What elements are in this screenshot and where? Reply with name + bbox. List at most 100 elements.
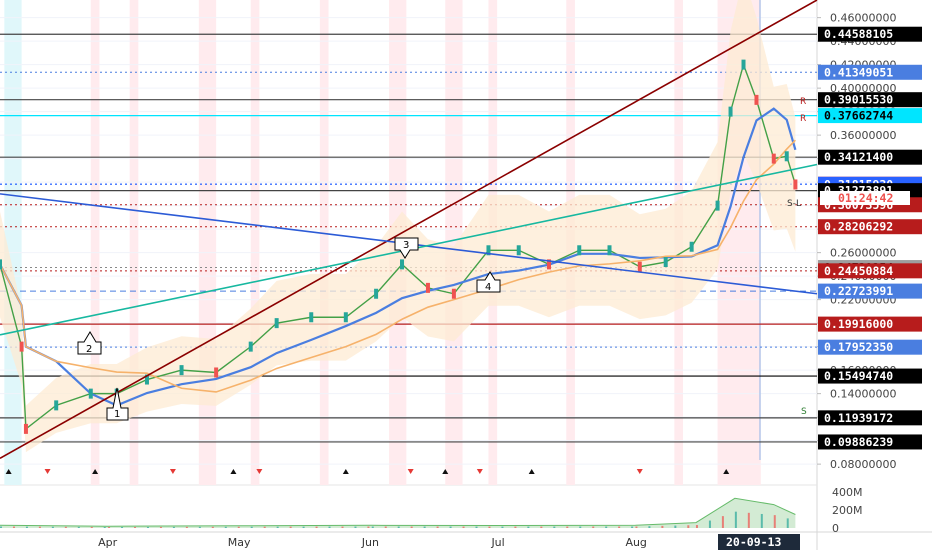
signal-arrow: [407, 469, 414, 474]
candle: [23, 423, 28, 434]
volume-bar: [276, 526, 279, 528]
volume-bar: [315, 526, 318, 528]
price-badge: 0.09886239: [818, 434, 922, 450]
signal-arrow: [636, 469, 643, 474]
signal-arrow: [230, 469, 237, 474]
volume-bar: [514, 526, 517, 528]
candle: [715, 200, 720, 211]
volume-bar: [302, 526, 305, 528]
volume-bar: [760, 513, 763, 528]
volume-bar: [566, 526, 569, 528]
candle: [179, 365, 184, 376]
candle: [663, 257, 668, 268]
countdown-text: 01:24:42: [838, 191, 893, 205]
price-badge-bg: [818, 108, 922, 124]
price-badge-bg: [818, 283, 922, 299]
candle: [546, 259, 551, 270]
price-badge-bg: [818, 368, 922, 384]
volume-bar: [687, 525, 690, 528]
price-badge: 0.22723991: [818, 283, 922, 299]
highlight-band: [445, 0, 463, 485]
price-tick-label: 0.40000000: [830, 82, 896, 95]
highlight-band: [129, 0, 139, 485]
price-tick-label: 0.36000000: [830, 129, 896, 142]
signal-arrow: [723, 469, 730, 474]
price-badge-label: 0.24450884: [824, 264, 893, 278]
price-badge-bg: [818, 316, 922, 332]
volume-bar: [410, 526, 413, 528]
price-badge-bg: [818, 64, 922, 80]
volume-bar: [224, 526, 227, 528]
price-close-line: [0, 62, 797, 431]
candle: [771, 153, 776, 164]
volume-bar: [734, 511, 737, 528]
volume-bar: [747, 512, 750, 528]
volume-bar: [631, 526, 634, 528]
volume-bar: [159, 526, 162, 528]
highlight-band: [319, 0, 329, 485]
candle: [784, 151, 789, 162]
price-badge-label: 0.11939172: [824, 411, 893, 425]
volume-bar: [592, 526, 595, 528]
volume-area: [0, 498, 796, 528]
candle: [0, 259, 2, 270]
price-badge-label: 0.39015530: [824, 93, 893, 107]
volume-bar: [708, 520, 711, 528]
volume-bar: [423, 526, 426, 528]
price-badge: 0.34121400: [818, 149, 922, 165]
volume-bar: [108, 527, 111, 528]
signal-arrow: [92, 469, 99, 474]
price-badge: 0.19916000: [818, 316, 922, 332]
candle: [637, 261, 642, 272]
wave-label-4: 4: [476, 271, 501, 293]
price-badge: 0.24450884: [818, 263, 922, 279]
volume-ma-line: [0, 497, 796, 527]
price-badge-label: 0.22723991: [824, 284, 893, 298]
price-tick-label: 0.46000000: [830, 12, 896, 25]
signal-arrow: [44, 469, 51, 474]
candle: [374, 288, 379, 299]
signal-arrow: [5, 469, 12, 474]
wave-label-1-text: 1: [114, 409, 120, 420]
time-axis-label: Jun: [361, 536, 379, 549]
time-axis-label: May: [228, 536, 251, 549]
candle: [54, 400, 59, 411]
trendline-rising-dark-red: [0, 0, 818, 459]
volume-bar: [397, 526, 400, 528]
volume-bar: [475, 526, 478, 528]
price-badge: 0.17952350: [818, 339, 922, 355]
volume-bar: [605, 526, 608, 528]
volume-bar: [121, 526, 124, 528]
wave-label-2-text: 2: [86, 344, 92, 355]
price-badge: 0.39015530: [818, 92, 922, 108]
candle: [214, 367, 219, 378]
candle: [793, 179, 798, 190]
wave-label-3: 3: [394, 237, 419, 259]
candle: [400, 259, 405, 270]
highlight-band: [250, 0, 260, 485]
volume-bar: [263, 526, 266, 528]
candle: [19, 341, 24, 352]
volume-bar: [648, 526, 651, 528]
price-series: [0, 0, 798, 453]
volume-bar: [328, 526, 331, 528]
price-tick-label: 0.26000000: [830, 247, 896, 260]
price-badge-bg: [818, 149, 922, 165]
volume-tick-label: 400M: [832, 486, 863, 499]
candle: [425, 282, 430, 293]
volume-bar: [38, 526, 41, 528]
volume-bar: [527, 526, 530, 528]
price-tick-label: 0.14000000: [830, 388, 896, 401]
price-badge-label: 0.19916000: [824, 317, 893, 331]
date-cursor-text: 20-09-13: [726, 535, 781, 549]
price-badge: 0.28206292: [818, 219, 922, 235]
volume-bar: [103, 526, 106, 528]
price-badge: 0.15494740: [818, 368, 922, 384]
bollinger-cloud: [0, 0, 796, 453]
volume-tick-label: 0: [832, 522, 839, 535]
volume-bar: [237, 526, 240, 528]
candle: [728, 106, 733, 117]
candle: [516, 245, 521, 256]
volume-bar: [371, 526, 374, 528]
